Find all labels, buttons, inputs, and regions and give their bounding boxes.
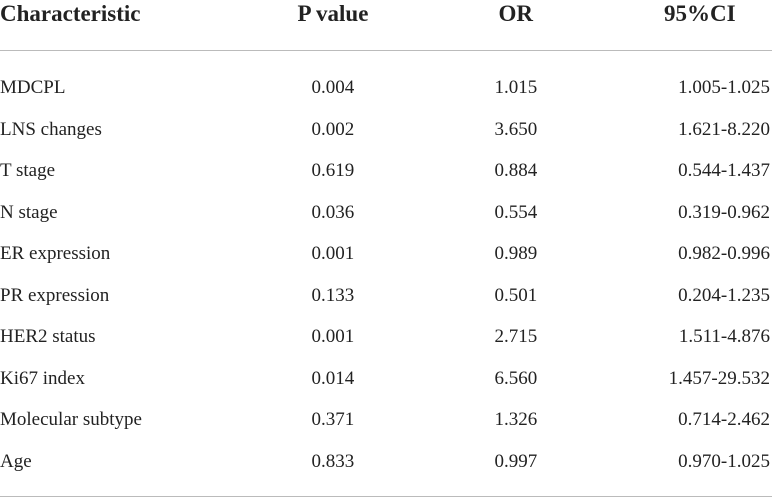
- row-label: ER expression: [0, 243, 111, 264]
- cell-value: 6.560: [494, 367, 538, 389]
- header-rule: [0, 50, 772, 51]
- cell-value: 0.319-0.962: [678, 201, 770, 223]
- cell-value: 0.014: [311, 367, 355, 389]
- row-label: LNS changes: [0, 118, 102, 140]
- row-label: Ki67 index: [0, 367, 85, 389]
- cell-value: 0.619: [311, 160, 355, 181]
- cell-value: 1.015: [494, 77, 538, 98]
- cell-value: 2.715: [494, 326, 538, 347]
- cell-value: 0.001: [311, 243, 355, 264]
- cell-value: 0.982-0.996: [678, 243, 770, 264]
- cell-value: 1.005-1.025: [678, 77, 770, 98]
- cell-value: 0.833: [311, 450, 355, 472]
- row-label: Age: [0, 450, 32, 472]
- cell-value: 1.326: [494, 409, 538, 430]
- row-label: T stage: [0, 160, 56, 181]
- cell-value: 0.001: [311, 326, 355, 347]
- cell-value: 0.554: [494, 201, 538, 223]
- cell-value: 0.204-1.235: [678, 284, 770, 306]
- cell-value: 0.714-2.462: [678, 409, 770, 430]
- cell-value: 1.621-8.220: [678, 118, 770, 140]
- cell-value: 0.371: [311, 409, 355, 430]
- cell-value: 3.650: [494, 118, 538, 140]
- cell-value: 1.511-4.876: [678, 326, 770, 347]
- cell-value: 0.004: [311, 77, 355, 98]
- header-cell: P value: [297, 1, 369, 26]
- row-label: MDCPL: [0, 77, 66, 98]
- cell-value: 1.457-29.532: [668, 367, 770, 389]
- cell-value: 0.989: [494, 243, 538, 264]
- bottom-rule: [0, 496, 772, 497]
- row-label: PR expression: [0, 284, 110, 306]
- cell-value: 0.970-1.025: [678, 450, 770, 472]
- header-cell: Characteristic: [0, 1, 141, 26]
- cell-value: 0.544-1.437: [678, 160, 770, 181]
- cell-value: 0.002: [311, 118, 355, 140]
- cell-value: 0.036: [311, 201, 355, 223]
- header-cell: OR: [498, 1, 534, 26]
- cell-value: 0.884: [494, 160, 538, 181]
- cell-value: 0.133: [311, 284, 355, 306]
- row-label: HER2 status: [0, 326, 96, 347]
- row-label: N stage: [0, 201, 58, 223]
- cell-value: 0.501: [494, 284, 538, 306]
- row-label: Molecular subtype: [0, 409, 142, 430]
- cell-value: 0.997: [494, 450, 538, 472]
- header-cell: 95%CI: [664, 1, 736, 26]
